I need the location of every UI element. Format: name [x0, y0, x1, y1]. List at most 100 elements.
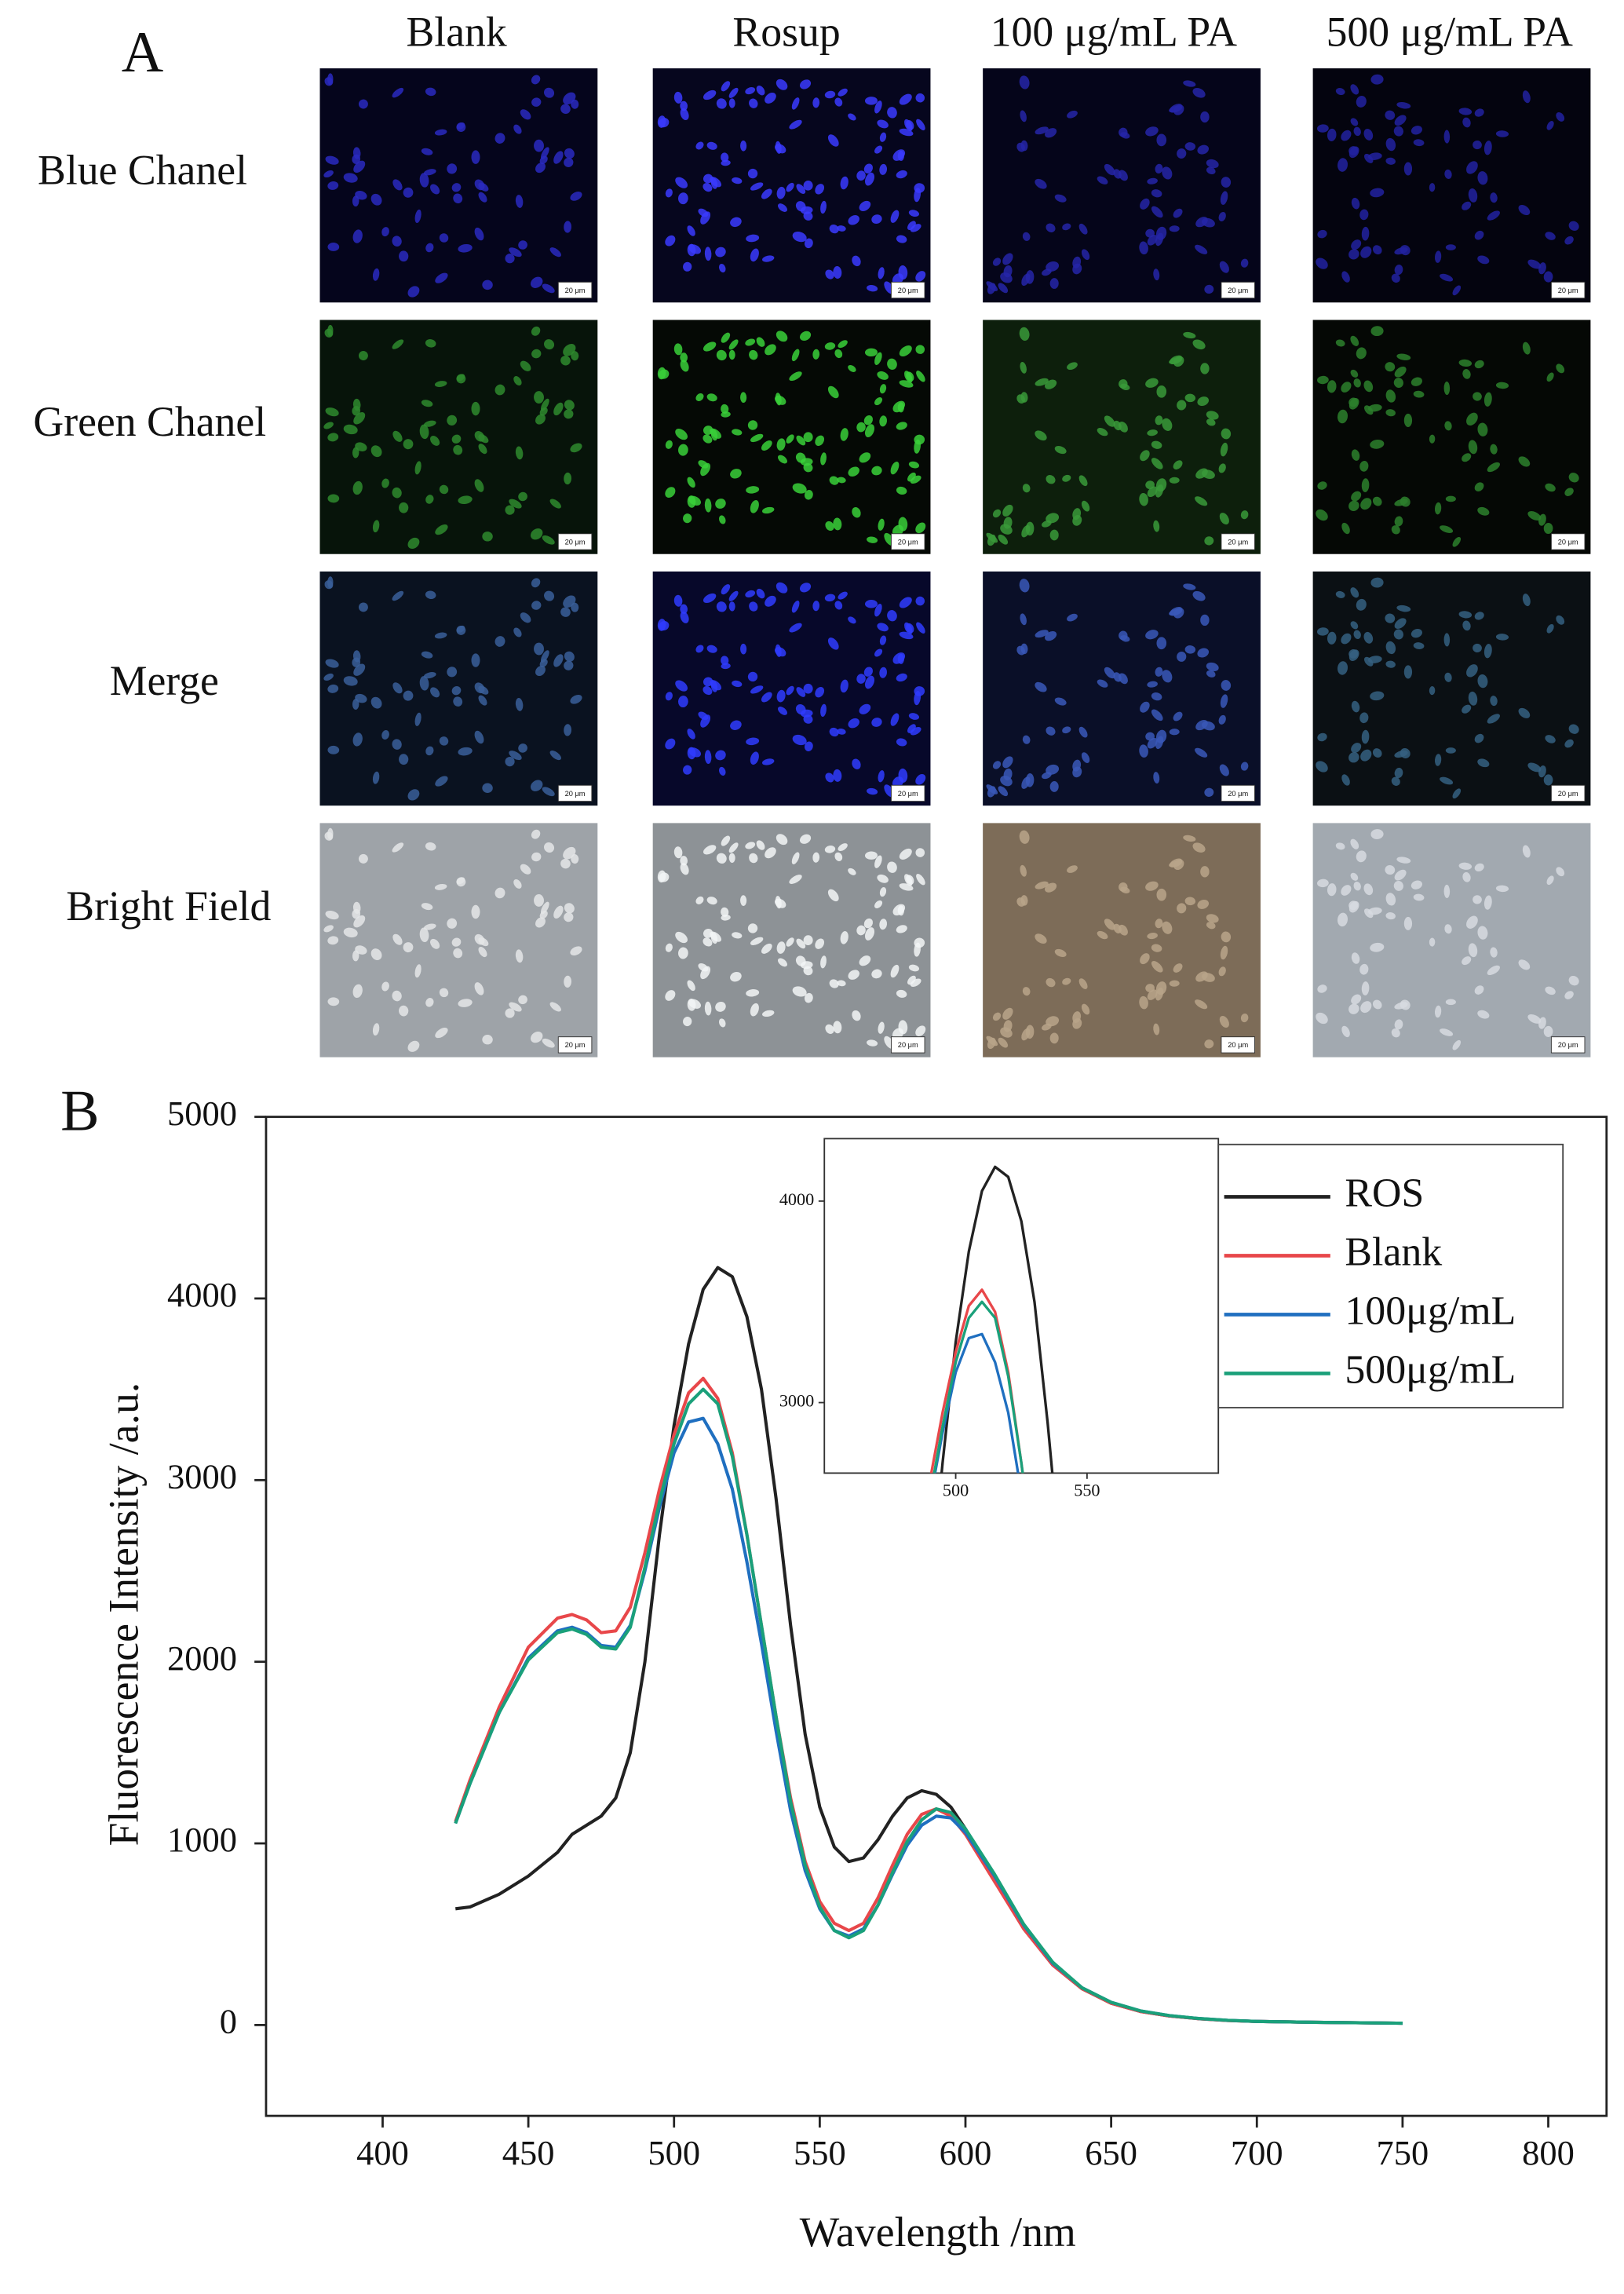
cell [1400, 999, 1411, 1010]
cell [1153, 520, 1160, 532]
cell [1458, 359, 1473, 367]
cell [998, 534, 1009, 545]
cell [434, 632, 447, 639]
cell [1200, 614, 1210, 626]
cell [750, 248, 759, 262]
cell [987, 534, 996, 546]
cell [703, 685, 713, 696]
cell [848, 970, 859, 980]
cell [859, 703, 871, 714]
cell [381, 227, 389, 237]
cell [1393, 881, 1403, 891]
micrograph-background [1312, 823, 1591, 1058]
cell [1195, 468, 1208, 479]
cell [1220, 945, 1228, 960]
cell [1151, 458, 1163, 469]
cell [715, 750, 726, 761]
cell [878, 518, 885, 531]
cell [774, 144, 786, 154]
cell [414, 712, 422, 726]
cell [1145, 378, 1159, 388]
micrograph: 20 μm [1312, 320, 1591, 554]
cell [1218, 714, 1226, 725]
x-tick-label: 450 [502, 2133, 555, 2172]
cell [804, 238, 813, 249]
cell [1400, 245, 1411, 256]
cell [1545, 986, 1556, 995]
cell [407, 789, 420, 801]
cell [680, 108, 689, 121]
cell [353, 915, 366, 928]
cell [745, 87, 756, 95]
cell [327, 433, 339, 442]
plot-area [454, 1266, 1403, 2026]
cell [898, 768, 908, 783]
cell [867, 285, 878, 292]
cell [1156, 385, 1167, 398]
cell [856, 925, 866, 936]
cell [1341, 271, 1350, 283]
cell [1173, 608, 1184, 619]
cell [747, 420, 758, 430]
cell [1474, 612, 1484, 620]
cell [474, 179, 485, 191]
cell [1490, 696, 1498, 707]
cell [1445, 999, 1456, 1006]
cell [998, 786, 1009, 797]
cell [414, 461, 422, 475]
cell [358, 99, 368, 109]
cell [1155, 729, 1167, 743]
cell [1317, 481, 1327, 490]
cell [747, 671, 758, 682]
cell [1219, 1015, 1229, 1028]
cell [863, 667, 874, 677]
cell [531, 780, 543, 791]
cell [456, 625, 466, 635]
cell [1487, 714, 1500, 724]
cell [863, 918, 874, 929]
cell [571, 351, 579, 361]
cell [1462, 453, 1472, 462]
cell [1025, 773, 1035, 787]
cell [453, 444, 463, 455]
cell [1317, 732, 1327, 742]
cell [531, 578, 541, 588]
cell [1097, 679, 1108, 688]
cell [1153, 268, 1160, 281]
cell [1394, 265, 1403, 276]
cell [1443, 633, 1451, 647]
cell [1364, 908, 1374, 919]
cell [1067, 865, 1078, 873]
cell [1153, 772, 1160, 784]
cell [439, 736, 449, 746]
cell [560, 607, 571, 617]
cell [1155, 163, 1163, 174]
cell [799, 834, 812, 844]
cell [381, 730, 389, 740]
cell [570, 946, 582, 956]
cell [1440, 1028, 1454, 1036]
cell [553, 151, 564, 164]
cell [1348, 249, 1359, 260]
cell [542, 1038, 555, 1048]
cell [680, 863, 689, 875]
cell [471, 401, 480, 416]
cell [803, 714, 813, 724]
cell [392, 339, 404, 349]
cell [825, 521, 834, 531]
cell [447, 918, 458, 929]
cell [834, 349, 843, 359]
cell [1003, 768, 1013, 781]
cell [1429, 937, 1436, 947]
cell [703, 174, 713, 184]
cell [761, 692, 772, 703]
cell [746, 737, 760, 746]
cell [916, 873, 925, 886]
cell [1067, 362, 1078, 371]
y-axis-title: Fluorescence Intensity /a.u. [100, 1383, 147, 1847]
cell [665, 990, 676, 1001]
cell [1538, 765, 1546, 778]
cell [352, 984, 363, 999]
cell [791, 349, 800, 362]
cell [482, 279, 493, 290]
